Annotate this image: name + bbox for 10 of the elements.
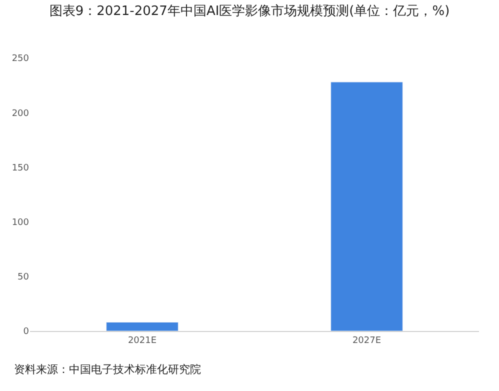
chart-title: 图表9：2021-2027年中国AI医学影像市场规模预测(单位：亿元，%) <box>49 4 450 19</box>
y-tick-label: 250 <box>12 54 30 64</box>
y-tick-label: 0 <box>23 327 30 338</box>
text: 资料来源：中国电子技术标准化研究院 <box>14 363 201 376</box>
y-tick-label: 100 <box>12 218 30 228</box>
x-tick-label: 2027E <box>352 336 382 346</box>
y-tick-label: 150 <box>12 163 30 174</box>
y-tick-label: 200 <box>12 108 30 119</box>
y-tick-label: 50 <box>18 272 30 283</box>
x-tick-label: 2021E <box>128 336 157 346</box>
